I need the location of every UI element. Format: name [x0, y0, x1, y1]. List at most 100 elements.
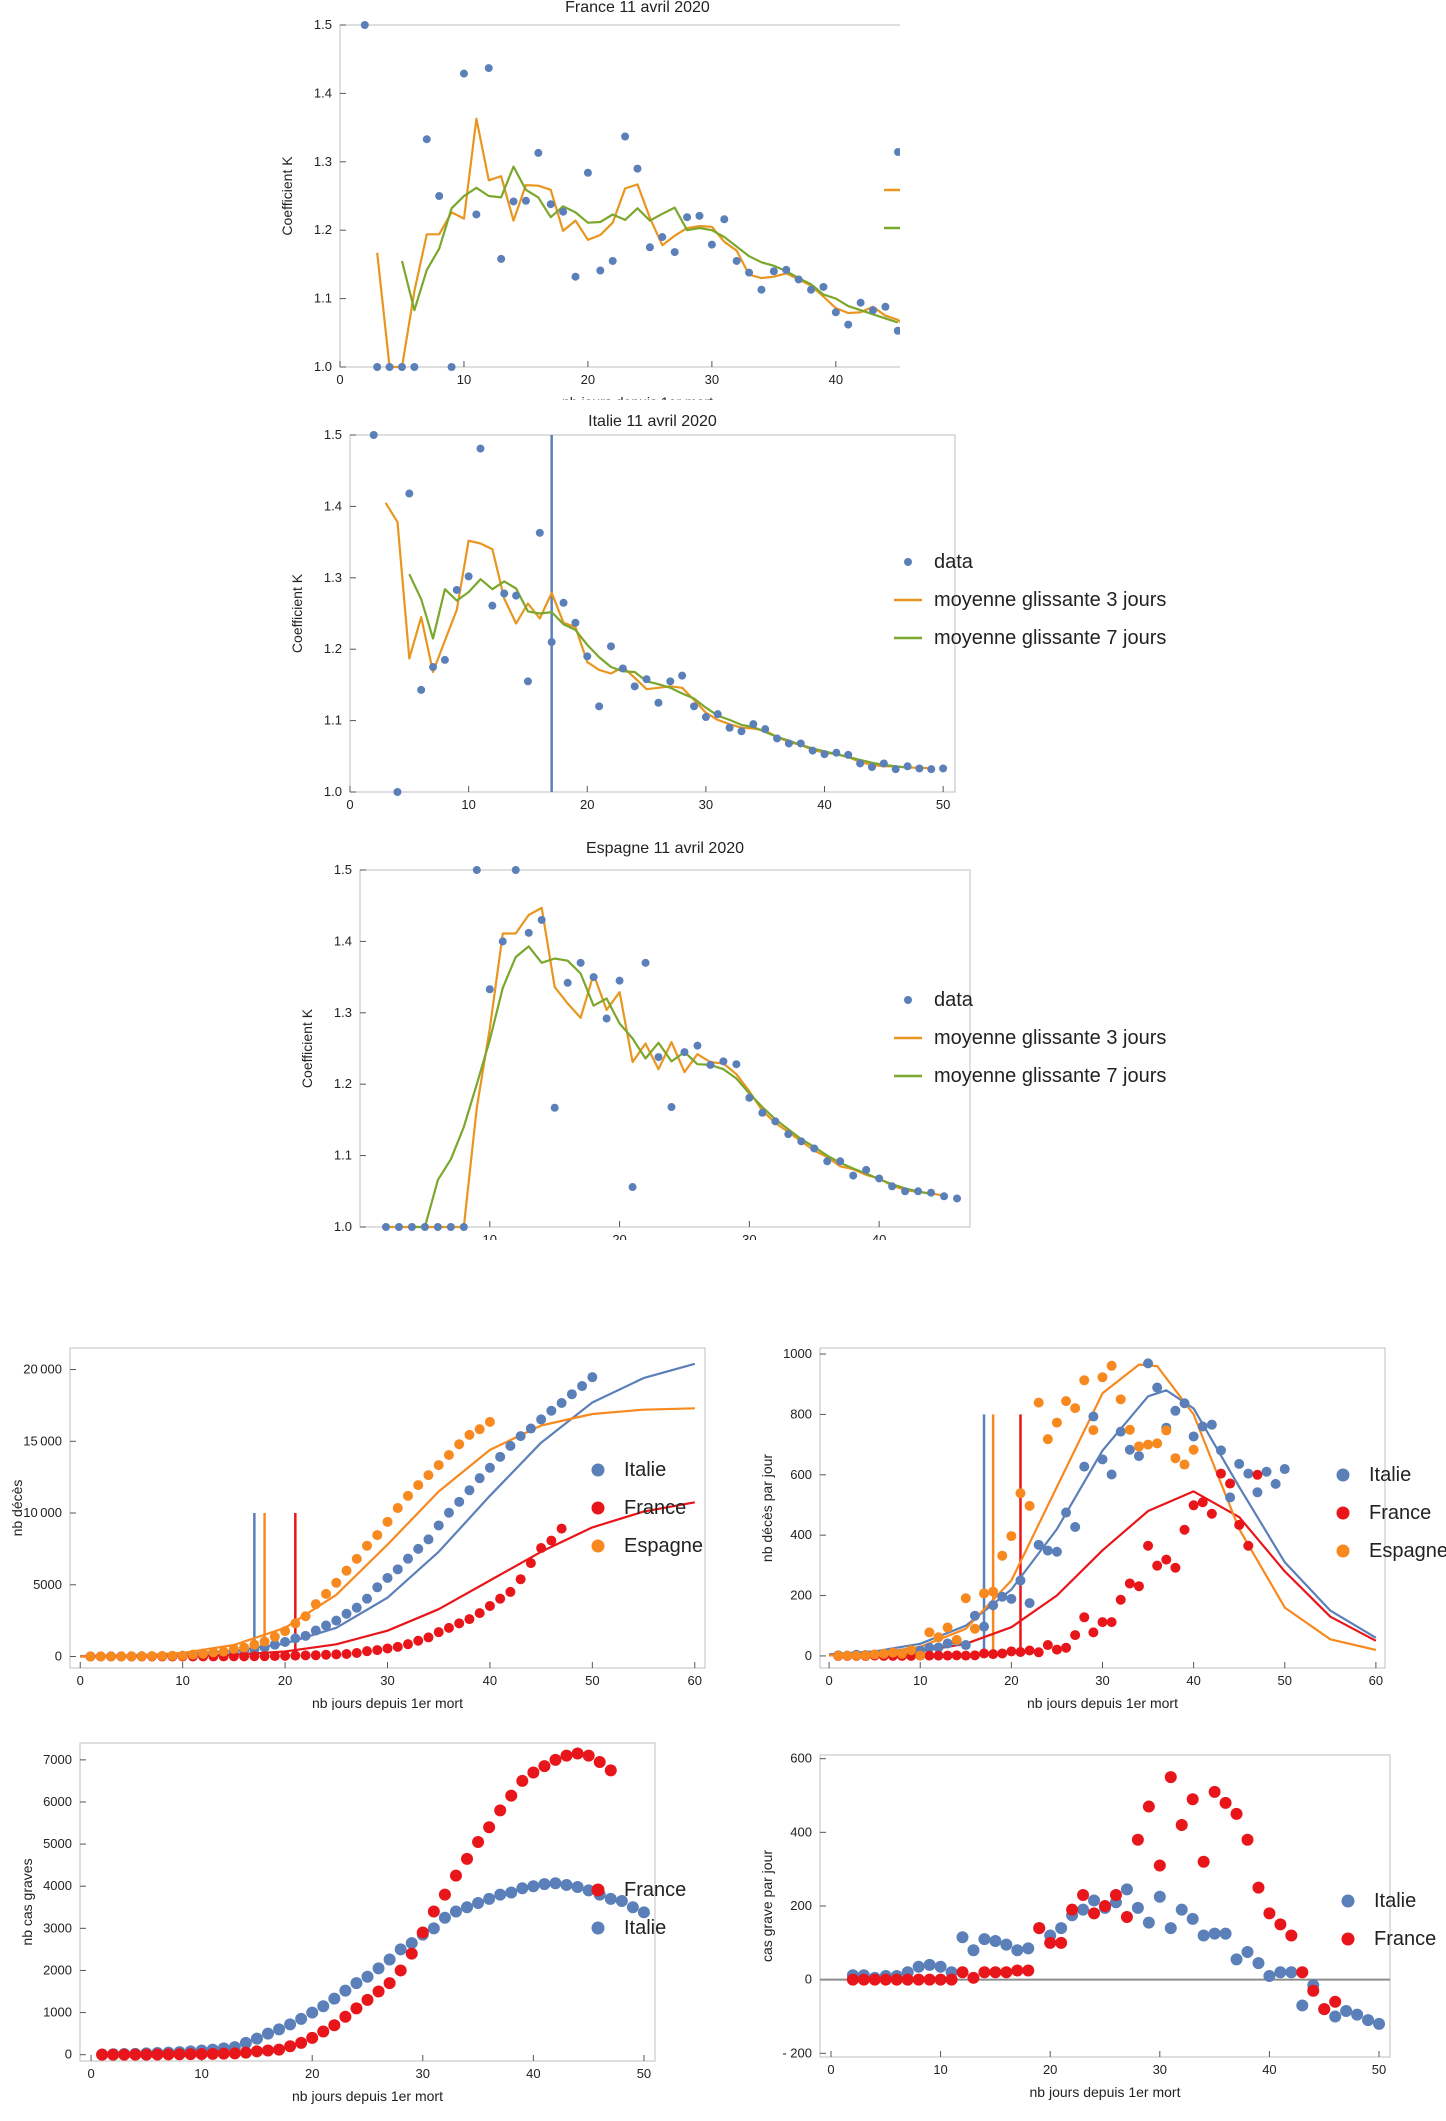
data-point [596, 266, 605, 275]
data-point [719, 1057, 728, 1066]
data-point [560, 1749, 573, 1762]
data-point [402, 1639, 413, 1650]
data-point [402, 1553, 413, 1564]
data-point [1215, 1445, 1226, 1456]
data-point [934, 1973, 947, 1986]
data-point [1099, 1900, 1111, 1912]
y-axis-label: Coefficient K [279, 156, 295, 236]
data-point [1179, 1459, 1190, 1470]
data-point [875, 1174, 884, 1183]
y-axis-label: Coefficient K [289, 573, 305, 653]
data-point [1033, 1922, 1046, 1935]
data-point [280, 1626, 291, 1637]
data-point [1124, 1578, 1135, 1589]
data-point [1243, 1540, 1254, 1551]
legend-label: moyenne glissante 3 jours [934, 1027, 1166, 1049]
data-point [856, 759, 865, 768]
data-point [1307, 1984, 1320, 1997]
data-point [1022, 1942, 1035, 1955]
chart-cas-graves: 0 10 20 30 40 50 0 1000 2000 3000 4000 5000 6000 7000… [0, 1725, 720, 2116]
y-axis-label: nb cas graves [19, 1858, 35, 1945]
data-point [405, 489, 414, 498]
legend-swatch [1336, 1468, 1350, 1482]
data-point [1152, 1438, 1163, 1449]
data-point [701, 713, 710, 722]
y-tick-label: 0 [55, 1649, 62, 1664]
data-point [394, 1943, 407, 1956]
data-point [321, 1649, 332, 1660]
legend-label: France [1369, 1502, 1431, 1524]
legend-label: moyenne glissante 3 jours [934, 589, 1166, 611]
data-point [300, 1630, 311, 1641]
data-point [525, 1423, 536, 1434]
data-point [140, 2048, 153, 2061]
data-point [515, 1431, 526, 1442]
data-point [317, 2025, 330, 2038]
x-tick-label: 40 [526, 2066, 540, 2081]
data-point [979, 1648, 990, 1659]
data-point [732, 256, 741, 265]
x-axis-label: nb jours depuis 1er mort [562, 394, 713, 400]
data-point [360, 21, 369, 29]
chart-svg: 0 10 20 30 40 50 60 0 5000 10 000 15 000 20 000 nb j… [9, 1347, 706, 1711]
data-point [706, 1060, 715, 1069]
data-point [879, 759, 888, 768]
data-point [796, 739, 805, 748]
data-point [516, 1774, 529, 1787]
data-point [198, 1648, 209, 1659]
data-point [195, 2048, 208, 2061]
y-tick-label: - 200 [782, 2045, 812, 2060]
data-point [1225, 1492, 1236, 1503]
data-point [443, 1449, 454, 1460]
data-point [177, 1650, 188, 1661]
data-point [1106, 1360, 1117, 1371]
data-point [534, 148, 543, 157]
data-point [433, 1627, 444, 1638]
data-point [284, 2040, 297, 2053]
data-point [310, 1650, 321, 1661]
data-point [454, 1618, 465, 1629]
data-point [1161, 1425, 1172, 1436]
data-point [810, 1144, 819, 1153]
data-point [524, 928, 533, 937]
data-point [924, 1627, 935, 1638]
data-point [372, 1645, 383, 1656]
legend-swatch [904, 558, 912, 566]
data-point [1131, 1833, 1144, 1846]
data-point [1106, 1469, 1117, 1480]
data-point [593, 1755, 606, 1768]
y-tick-label: 1000 [43, 2005, 72, 2020]
data-point [259, 1651, 270, 1662]
data-point [933, 1650, 944, 1661]
data-point [1042, 1434, 1053, 1445]
x-tick-label: 10 [194, 2066, 208, 2081]
data-point [1241, 1946, 1254, 1959]
data-point [615, 1894, 628, 1907]
data-point [589, 973, 598, 982]
data-point [849, 1171, 858, 1180]
data-point [454, 1439, 465, 1450]
data-point [433, 1460, 444, 1471]
data-point [1120, 1911, 1133, 1924]
data-point [912, 1960, 925, 1973]
data-point [250, 2032, 263, 2045]
data-point [856, 298, 865, 307]
data-point [1252, 1957, 1265, 1970]
data-point [1022, 1964, 1035, 1977]
data-point [942, 1650, 953, 1661]
data-point [383, 1953, 396, 1966]
data-point [1133, 1451, 1144, 1462]
data-point [745, 268, 754, 277]
data-point [306, 2031, 319, 2044]
data-point [1070, 1630, 1081, 1641]
x-tick-label: 10 [913, 1673, 927, 1688]
x-axis-label: nb jours depuis 1er mort [292, 2088, 443, 2104]
data-point [563, 978, 572, 987]
data-point [927, 1188, 936, 1197]
data-point [136, 1651, 147, 1662]
x-tick-label: 10 [933, 2062, 947, 2077]
data-point [1252, 1469, 1263, 1480]
series-line [80, 1407, 695, 1658]
y-tick-label: 5000 [33, 1577, 62, 1592]
data-point [1055, 1922, 1068, 1935]
